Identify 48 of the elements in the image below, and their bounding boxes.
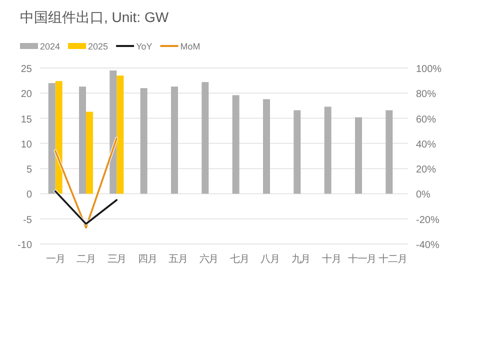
- legend-label: YoY: [136, 42, 152, 52]
- y2-tick-label: -20%: [416, 214, 440, 226]
- x-tick-label: 十月: [322, 253, 341, 265]
- bar: [79, 86, 86, 194]
- bar: [386, 110, 393, 194]
- x-tick-label: 八月: [260, 254, 280, 265]
- bar: [48, 83, 56, 194]
- y-tick-label: -10: [18, 240, 32, 251]
- x-tick-label: 九月: [291, 253, 310, 265]
- x-tick-label: 二月: [76, 254, 96, 265]
- x-tick-label: 七月: [230, 253, 249, 265]
- y-tick-label: 5: [26, 164, 32, 176]
- bar: [232, 95, 240, 194]
- y2-tick-label: 0%: [416, 190, 431, 201]
- y-tick-label: -5: [23, 214, 32, 226]
- y2-tick-label: 80%: [416, 89, 436, 100]
- x-tick-label: 一月: [46, 254, 65, 265]
- legend-label: 2025: [88, 42, 108, 52]
- bar: [55, 81, 62, 194]
- bar: [324, 106, 332, 194]
- bar: [116, 76, 124, 194]
- bar: [86, 112, 93, 194]
- y2-tick-label: 20%: [416, 164, 436, 176]
- x-tick-label: 五月: [168, 254, 188, 265]
- chart-title: 中国组件出口, Unit: GW: [20, 9, 170, 25]
- y-tick-label: 0: [26, 190, 32, 201]
- bar: [140, 88, 148, 194]
- x-tick-label: 十一月: [348, 253, 376, 265]
- x-tick-label: 四月: [138, 254, 157, 265]
- bar: [110, 70, 117, 194]
- bar: [263, 99, 270, 194]
- bar: [355, 117, 362, 194]
- y2-tick-label: -40%: [416, 240, 440, 251]
- y2-tick-label: 40%: [416, 139, 436, 150]
- legend-label: 2024: [40, 42, 60, 52]
- y-tick-label: 25: [20, 64, 32, 75]
- y-tick-label: 15: [20, 114, 32, 126]
- bar: [294, 110, 301, 194]
- x-tick-label: 三月: [107, 254, 126, 265]
- x-tick-label: 六月: [199, 253, 218, 265]
- bar: [171, 86, 178, 194]
- y2-tick-label: 100%: [416, 64, 442, 75]
- x-tick-label: 十二月: [378, 253, 407, 265]
- bar: [202, 82, 209, 194]
- y2-tick-label: 60%: [416, 114, 436, 126]
- y-tick-label: 20: [20, 89, 32, 100]
- y-tick-label: 10: [20, 139, 32, 150]
- legend-label: MoM: [180, 42, 200, 52]
